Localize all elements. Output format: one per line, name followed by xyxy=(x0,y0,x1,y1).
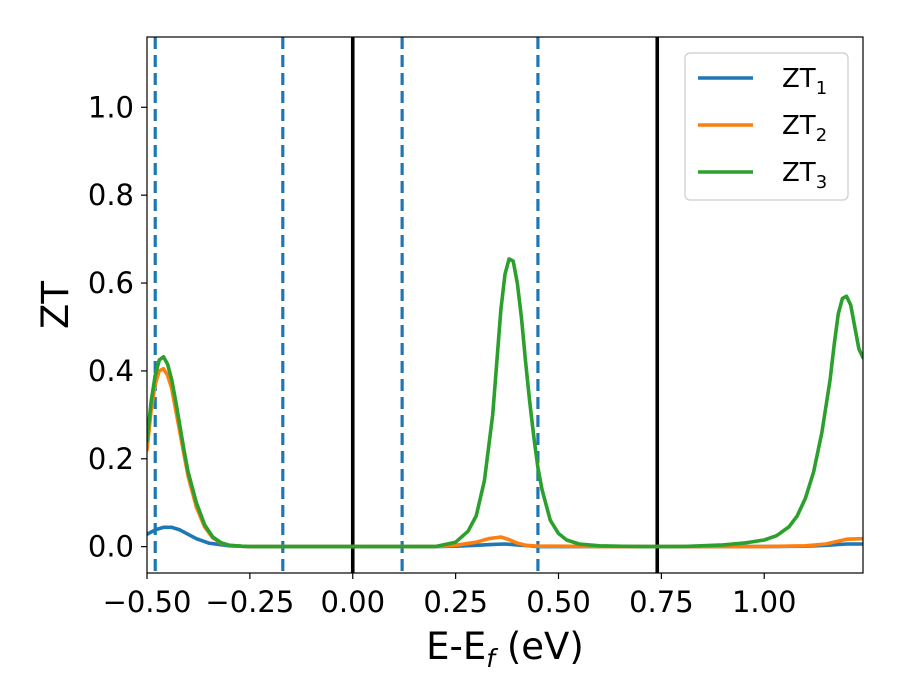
y-tick-label: 0.0 xyxy=(88,530,134,564)
plot-area xyxy=(147,37,863,573)
y-tick-label: 0.4 xyxy=(88,354,134,388)
y-tick-label: 0.6 xyxy=(88,266,134,300)
legend-label-subscript: 2 xyxy=(816,125,827,146)
x-axis-title-unit: (eV) xyxy=(495,625,584,668)
legend-label-main: ZT xyxy=(782,158,816,188)
y-tick-label: 0.8 xyxy=(88,178,134,212)
x-axis-title: E-Ef (eV) xyxy=(426,625,584,673)
x-tick-label: −0.50 xyxy=(103,585,192,619)
y-axis-title: ZT xyxy=(34,281,77,329)
legend-label-zt2: ZT2 xyxy=(782,111,827,146)
x-tick-label: 0.25 xyxy=(423,585,488,619)
series-line-zt2 xyxy=(147,366,863,549)
axis-ticks: −0.50 −0.25 0.00 0.25 0.50 0.75 1.00 0.0 0.2 0.4 0… xyxy=(88,36,864,619)
x-tick-label: 0.75 xyxy=(629,585,694,619)
legend-label-subscript: 1 xyxy=(816,78,827,99)
series-line-zt3 xyxy=(147,257,863,549)
x-tick-label: −0.25 xyxy=(205,585,294,619)
legend-label-subscript: 3 xyxy=(816,172,827,193)
legend-label-zt3: ZT3 xyxy=(782,158,827,193)
x-tick-label: 0.00 xyxy=(320,585,385,619)
legend-label-main: ZT xyxy=(782,64,816,94)
y-tick-label: 1.0 xyxy=(88,90,134,124)
x-tick-label: 0.50 xyxy=(526,585,591,619)
x-axis-title-main: E-E xyxy=(426,625,486,668)
y-tick-label: 0.2 xyxy=(88,442,134,476)
legend-label-zt1: ZT1 xyxy=(782,64,827,99)
x-tick-label: 1.00 xyxy=(732,585,797,619)
legend-box xyxy=(684,52,849,201)
legend-label-main: ZT xyxy=(782,111,816,141)
plot-frame xyxy=(146,36,864,574)
